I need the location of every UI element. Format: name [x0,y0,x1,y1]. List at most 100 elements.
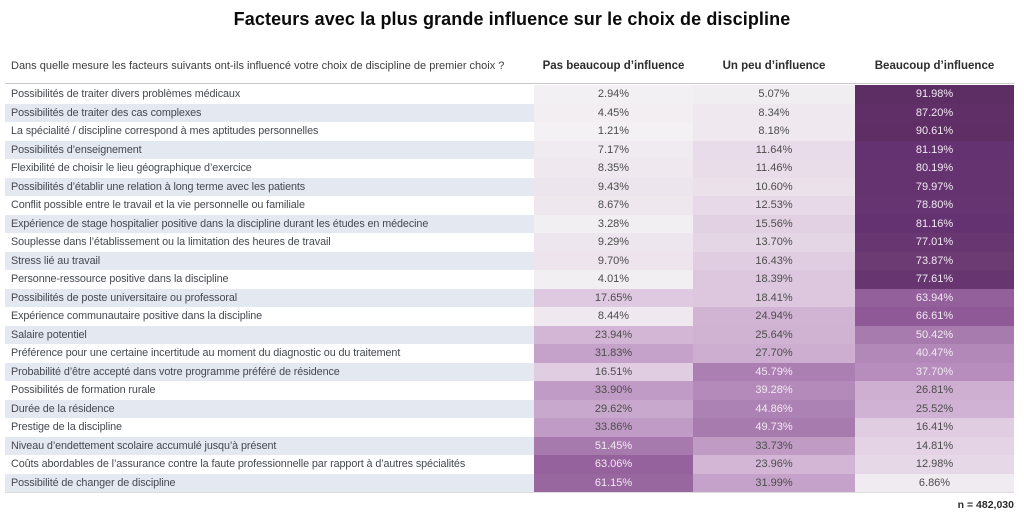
value-cell: 9.29% [534,233,693,252]
value-cell: 26.81% [855,381,1014,400]
value-cell: 9.70% [534,251,693,270]
value-cell: 16.41% [855,418,1014,437]
row-label: Expérience communautaire positive dans l… [5,307,534,326]
value-cell: 8.67% [534,196,693,215]
value-cell: 17.65% [534,288,693,307]
table-row: Probabilité d’être accepté dans votre pr… [5,362,1014,381]
table-row: Possibilités de traiter des cas complexe… [5,103,1014,122]
value-cell: 18.39% [693,270,855,289]
value-cell: 1.21% [534,122,693,141]
value-cell: 78.80% [855,196,1014,215]
table-row: Préférence pour une certaine incertitude… [5,344,1014,363]
value-cell: 50.42% [855,325,1014,344]
value-cell: 31.83% [534,344,693,363]
table-row: Personne-ressource positive dans la disc… [5,270,1014,289]
value-cell: 16.43% [693,251,855,270]
row-label: Personne-ressource positive dans la disc… [5,270,534,289]
value-cell: 16.51% [534,362,693,381]
row-label: Conflit possible entre le travail et la … [5,196,534,215]
table-row: Coûts abordables de l’assurance contre l… [5,455,1014,474]
value-cell: 79.97% [855,177,1014,196]
value-cell: 11.64% [693,140,855,159]
value-cell: 61.15% [534,473,693,492]
value-cell: 66.61% [855,307,1014,326]
value-cell: 15.56% [693,214,855,233]
value-cell: 81.19% [855,140,1014,159]
value-cell: 51.45% [534,436,693,455]
row-label: Possibilités de poste universitaire ou p… [5,288,534,307]
table-row: Possibilités d’établir une relation à lo… [5,177,1014,196]
table-row: Possibilités de poste universitaire ou p… [5,288,1014,307]
value-cell: 8.34% [693,103,855,122]
value-cell: 91.98% [855,85,1014,104]
value-cell: 10.60% [693,177,855,196]
value-cell: 8.35% [534,159,693,178]
value-cell: 12.98% [855,455,1014,474]
table-row: Expérience communautaire positive dans l… [5,307,1014,326]
table-row: Niveau d’endettement scolaire accumulé j… [5,436,1014,455]
table-row: Flexibilité de choisir le lieu géographi… [5,159,1014,178]
value-cell: 7.17% [534,140,693,159]
row-label: Coûts abordables de l’assurance contre l… [5,455,534,474]
row-label: Flexibilité de choisir le lieu géographi… [5,159,534,178]
value-cell: 23.94% [534,325,693,344]
column-header-row: Dans quelle mesure les facteurs suivants… [5,49,1014,84]
value-cell: 44.86% [693,399,855,418]
value-cell: 77.61% [855,270,1014,289]
value-cell: 18.41% [693,288,855,307]
value-cell: 29.62% [534,399,693,418]
column-header-pas-beaucoup: Pas beaucoup d’influence [542,60,685,72]
value-cell: 11.46% [693,159,855,178]
value-cell: 8.18% [693,122,855,141]
value-cell: 4.45% [534,103,693,122]
column-header-un-peu: Un peu d’influence [722,60,826,72]
row-label: Expérience de stage hospitalier positive… [5,214,534,233]
row-label: Possibilité de changer de discipline [5,473,534,492]
table-row: Possibilité de changer de discipline 61.1… [5,473,1014,492]
value-cell: 81.16% [855,214,1014,233]
table-row: Prestige de la discipline 33.86% 49.73% 16.… [5,418,1014,437]
value-cell: 49.73% [693,418,855,437]
table-row: Conflit possible entre le travail et la … [5,196,1014,215]
value-cell: 39.28% [693,381,855,400]
row-label: Possibilités de traiter divers problèmes… [5,85,534,104]
row-label: Salaire potentiel [5,325,534,344]
row-label: Possibilités d’enseignement [5,140,534,159]
row-label: Possibilités de traiter des cas complexe… [5,103,534,122]
table-row: Souplesse dans l’établissement ou la lim… [5,233,1014,252]
value-cell: 24.94% [693,307,855,326]
row-label: Possibilités de formation rurale [5,381,534,400]
value-cell: 63.06% [534,455,693,474]
table-row: Salaire potentiel 23.94% 25.64% 50.42% [5,325,1014,344]
value-cell: 4.01% [534,270,693,289]
table-row: Durée de la résidence 29.62% 44.86% 25.52% [5,399,1014,418]
column-header-beaucoup: Beaucoup d’influence [874,60,995,72]
value-cell: 3.28% [534,214,693,233]
value-cell: 33.73% [693,436,855,455]
value-cell: 23.96% [693,455,855,474]
value-cell: 6.86% [855,473,1014,492]
value-cell: 14.81% [855,436,1014,455]
value-cell: 63.94% [855,288,1014,307]
value-cell: 45.79% [693,362,855,381]
value-cell: 77.01% [855,233,1014,252]
value-cell: 12.53% [693,196,855,215]
sample-size-note: n = 482,030 [957,499,1014,511]
row-label: Stress lié au travail [5,251,534,270]
row-label: Niveau d’endettement scolaire accumulé j… [5,436,534,455]
row-label: La spécialité / discipline correspond à … [5,122,534,141]
table-row: Possibilités de formation rurale 33.90% 39… [5,381,1014,400]
row-label: Souplesse dans l’établissement ou la lim… [5,233,534,252]
chart-title: Facteurs avec la plus grande influence s… [233,9,791,29]
value-cell: 73.87% [855,251,1014,270]
value-cell: 2.94% [534,85,693,104]
table-row: La spécialité / discipline correspond à … [5,122,1014,141]
value-cell: 80.19% [855,159,1014,178]
value-cell: 33.86% [534,418,693,437]
row-label: Probabilité d’être accepté dans votre pr… [5,362,534,381]
value-cell: 13.70% [693,233,855,252]
heatmap-table: Possibilités de traiter divers problèmes… [5,85,1014,493]
table-row: Possibilités de traiter divers problèmes… [5,85,1014,104]
row-label: Préférence pour une certaine incertitude… [5,344,534,363]
